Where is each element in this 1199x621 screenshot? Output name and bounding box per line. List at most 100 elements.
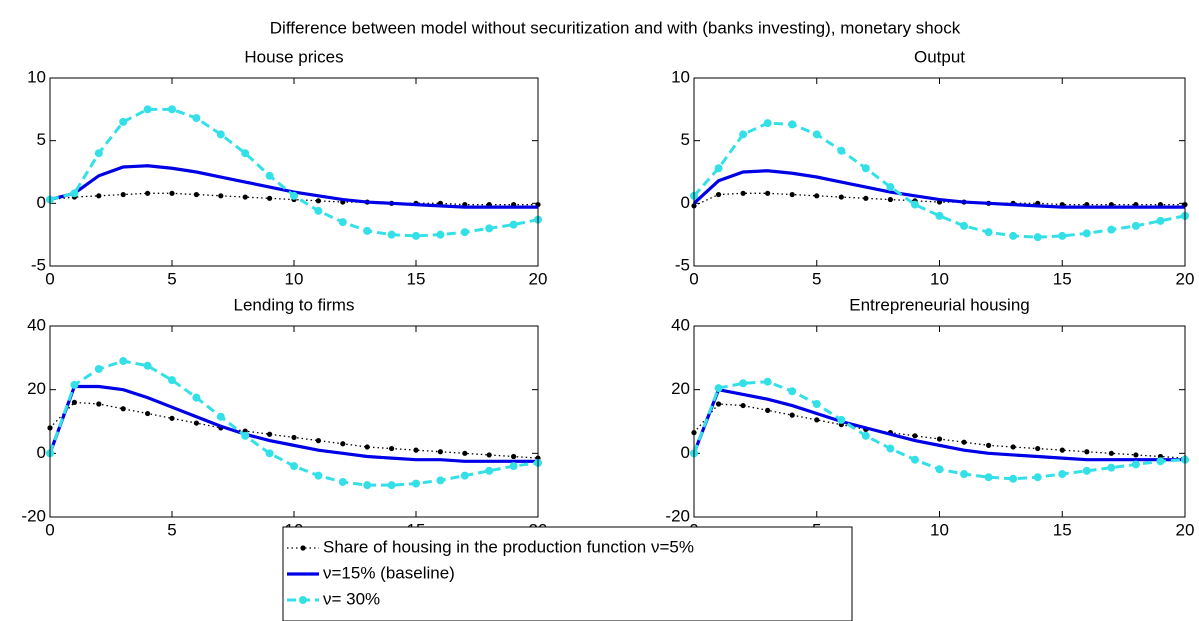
x-tick-label: 0	[689, 269, 698, 288]
series-marker	[119, 357, 128, 366]
series-marker	[763, 377, 772, 386]
series-marker	[1082, 466, 1091, 475]
y-tick-label: 20	[671, 379, 690, 398]
y-tick-label: 0	[681, 443, 690, 462]
series-marker	[1010, 444, 1016, 450]
series-marker	[267, 431, 273, 437]
series-marker	[1033, 233, 1042, 242]
series-marker	[1107, 463, 1116, 472]
series-marker	[739, 379, 748, 388]
series-marker	[961, 439, 967, 445]
series-marker	[265, 171, 274, 180]
subplot-title: Lending to firms	[234, 295, 355, 314]
x-tick-label: 20	[1176, 520, 1195, 539]
series-line	[692, 121, 1186, 239]
series-marker	[714, 164, 723, 173]
series-marker	[412, 479, 420, 488]
series-marker	[960, 221, 969, 230]
series-marker	[912, 433, 918, 439]
series-marker	[363, 481, 372, 490]
series-marker	[338, 477, 347, 486]
series-marker	[838, 194, 844, 200]
axes-box	[693, 325, 1186, 518]
series-marker	[935, 211, 944, 220]
series-marker	[861, 431, 870, 440]
series-marker	[765, 190, 771, 196]
series-marker	[315, 438, 321, 444]
series-marker	[789, 412, 795, 418]
series-marker	[763, 119, 772, 128]
y-tick-label: 0	[681, 193, 690, 212]
series-marker	[485, 224, 494, 233]
x-tick-label: 10	[930, 520, 949, 539]
y-tick-label: 40	[671, 315, 690, 334]
series-marker	[412, 231, 420, 240]
series-marker	[143, 361, 152, 370]
series-marker	[910, 455, 919, 464]
series-marker	[935, 465, 944, 474]
series-marker	[714, 384, 723, 393]
series-marker	[169, 415, 175, 421]
series-marker	[509, 462, 518, 471]
series-marker	[290, 191, 298, 200]
series-line	[692, 387, 1185, 462]
series-marker	[168, 376, 176, 385]
series-marker	[984, 228, 993, 237]
series-marker	[340, 441, 346, 447]
series-marker	[437, 449, 443, 455]
series-marker	[94, 364, 103, 373]
series-marker	[1131, 460, 1140, 469]
series-marker	[338, 218, 347, 227]
series-marker	[291, 434, 297, 441]
series-marker	[168, 105, 176, 114]
subplot-title: Entrepreneurial housing	[849, 295, 1030, 314]
legend-label: ν=15% (baseline)	[323, 563, 455, 582]
series-marker	[1108, 450, 1114, 456]
series-marker	[715, 401, 722, 407]
x-tick-label: 15	[407, 269, 426, 288]
series-marker	[486, 452, 492, 458]
series-marker	[70, 380, 79, 389]
series-marker	[739, 130, 748, 139]
y-tick-label: -20	[665, 506, 690, 525]
series-marker	[436, 476, 445, 485]
series-marker	[986, 442, 992, 448]
series-marker	[886, 183, 895, 192]
x-tick-label: 10	[285, 269, 304, 288]
series-marker	[145, 190, 151, 196]
series-marker	[910, 200, 919, 209]
series-marker	[120, 191, 126, 198]
series-marker	[120, 406, 126, 412]
series-marker	[1156, 216, 1165, 225]
series-marker	[143, 105, 152, 114]
series-marker	[1131, 221, 1140, 230]
y-tick-label: -5	[675, 255, 690, 274]
series-marker	[96, 401, 102, 407]
series-marker	[936, 436, 943, 442]
series-marker	[216, 130, 225, 139]
series-marker	[192, 393, 201, 402]
series-marker	[837, 415, 846, 424]
series-marker	[1082, 229, 1091, 238]
series-marker	[788, 120, 797, 129]
series-marker	[119, 117, 128, 126]
series-marker	[814, 417, 820, 423]
series-marker	[192, 114, 201, 123]
series-marker	[765, 407, 771, 413]
x-tick-label: 10	[930, 269, 949, 288]
legend-swatch-marker	[299, 596, 307, 604]
series-marker	[1009, 231, 1018, 240]
y-tick-label: 40	[27, 315, 46, 334]
series-marker	[315, 198, 321, 204]
axes-box	[49, 325, 539, 518]
y-tick-label: 10	[27, 67, 46, 86]
x-tick-label: 0	[45, 520, 54, 539]
axes-box	[693, 77, 1186, 267]
series-marker	[265, 449, 274, 458]
y-tick-label: 10	[671, 67, 690, 86]
series-marker	[363, 226, 372, 235]
series-marker	[887, 196, 894, 203]
series-marker	[218, 193, 224, 199]
series-marker	[1107, 225, 1116, 234]
